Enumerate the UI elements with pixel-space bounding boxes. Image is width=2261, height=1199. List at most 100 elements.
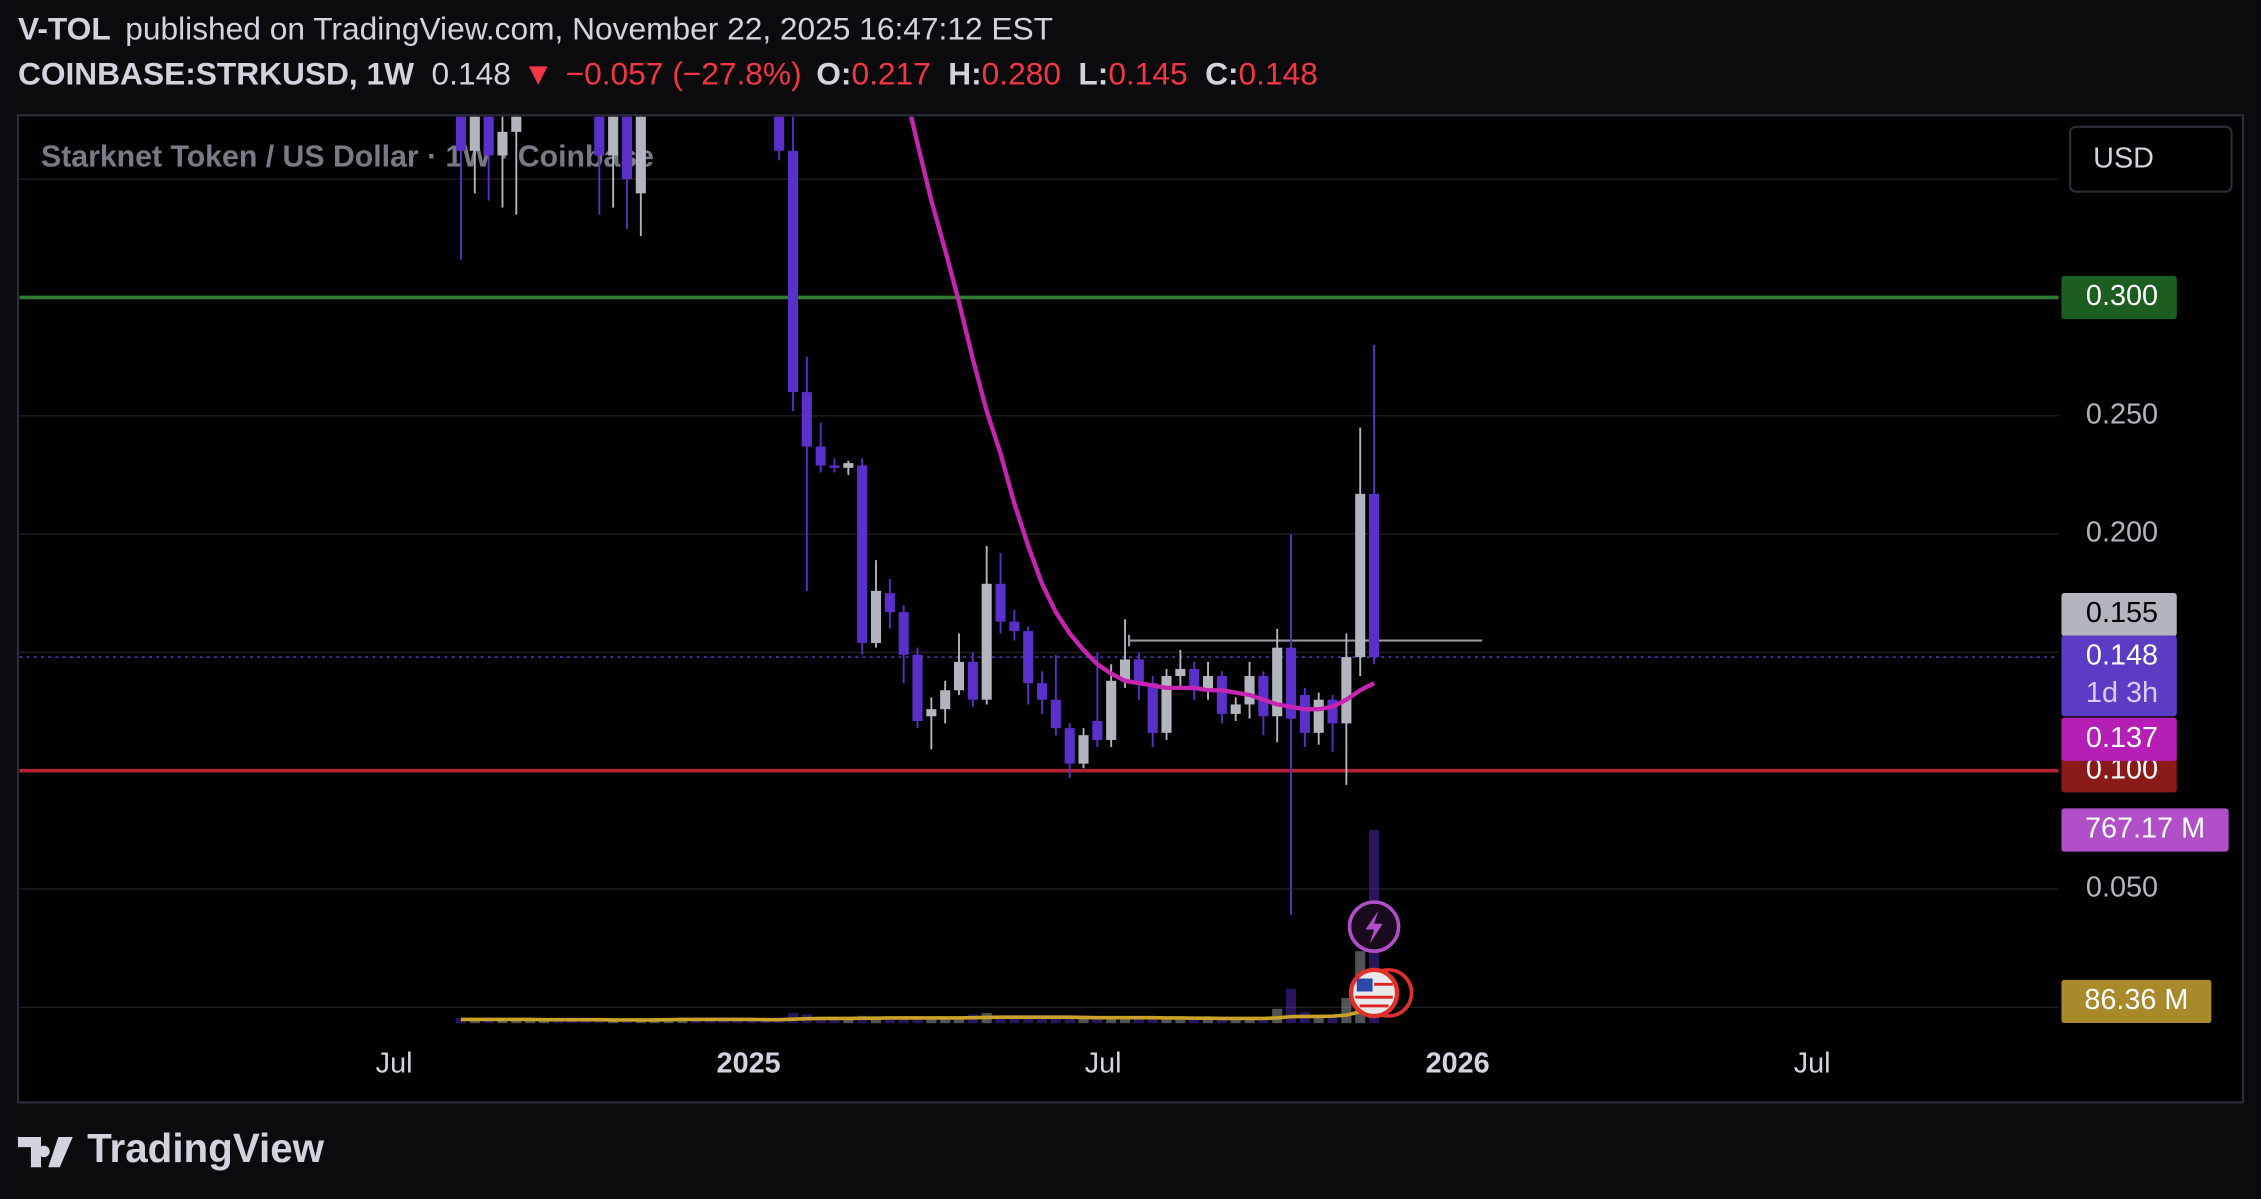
currency-button[interactable] (2069, 125, 2233, 193)
ohlc-value: 0.217 (851, 56, 930, 92)
volume-bar (732, 1019, 743, 1024)
candle-body (621, 116, 633, 180)
candle-body (926, 709, 937, 717)
volume-bar (1119, 1017, 1131, 1024)
candle-body (815, 446, 826, 466)
logo-text: TradingView (87, 1125, 325, 1171)
volume-bar (760, 1020, 771, 1024)
arrow: ▼ (523, 56, 554, 92)
ohlc-key: C: (1205, 56, 1238, 92)
volume-bar (511, 1019, 522, 1024)
volume-bar (1327, 1014, 1338, 1024)
candle-body (912, 654, 923, 722)
candle-body (1092, 721, 1103, 740)
ohlc-key: L: (1078, 56, 1108, 92)
lightning (1365, 910, 1383, 944)
ohlc-key: O: (816, 56, 851, 92)
volume-bar (1244, 1017, 1255, 1024)
symbol-line: COINBASE:STRKUSD, 1W 0.148 ▼ −0.057 (−27… (18, 56, 1318, 92)
chart-legend: Starknet Token / US Dollar · 1W · Coinba… (41, 141, 654, 174)
candle-body (1078, 735, 1089, 764)
volume-bar (1230, 1018, 1241, 1024)
volume-bar (1023, 1018, 1034, 1024)
y-tick-label: 0.200 (2086, 517, 2158, 549)
volume-bar (525, 1019, 536, 1024)
x-tick-label: Jul (1085, 1048, 1122, 1080)
volume-bar (1092, 1018, 1103, 1024)
volume-bar (1147, 1018, 1158, 1024)
countdown: 1d 3h (2086, 677, 2158, 709)
candle-body (1189, 668, 1200, 691)
symbol: COINBASE:STRKUSD, 1W (18, 56, 414, 92)
candle-body (511, 116, 522, 132)
volume-bar (1036, 1017, 1048, 1024)
event-icons (1347, 900, 1414, 1019)
y-tick-label: 0.050 (2086, 872, 2158, 904)
flag-icon[interactable] (1348, 967, 1400, 1019)
candle-body (1272, 647, 1283, 717)
y-tick-label: 0.250 (2086, 398, 2158, 430)
ema-line (908, 116, 1376, 712)
candle-body (940, 690, 951, 710)
volume-tag: 767.17 M (2085, 813, 2205, 845)
candle-body (801, 392, 812, 447)
candle-body (857, 465, 868, 643)
volume-bar (829, 1019, 840, 1024)
candle-body (1064, 728, 1075, 764)
volume-tag: 86.36 M (2084, 984, 2188, 1016)
volume-bar (746, 1019, 757, 1024)
candle-body (1230, 704, 1241, 714)
candle-body (1244, 676, 1255, 705)
volume-bar (953, 1019, 965, 1024)
volume-bar (1202, 1019, 1214, 1024)
candle-body (1050, 699, 1061, 729)
candle-body (469, 116, 480, 151)
volume-bar (1161, 1019, 1172, 1024)
candle-body (1009, 621, 1020, 632)
candle-body (967, 661, 978, 700)
volume-bar (621, 1020, 633, 1024)
candle-body (1147, 683, 1158, 733)
volume-bar (1313, 1015, 1324, 1024)
price-line-tag-bg (2061, 275, 2177, 320)
candle-body (1175, 668, 1186, 677)
candle-body (594, 116, 605, 156)
volume-bar (1189, 1018, 1200, 1024)
published: published on TradingView.com, November 2… (125, 11, 1053, 47)
candle-body (1133, 659, 1144, 684)
candle-body (774, 116, 785, 151)
chart-frame (16, 114, 2245, 1104)
candle-body (1036, 683, 1048, 700)
candle-body (608, 116, 619, 156)
x-tick-label: 2026 (1426, 1048, 1490, 1080)
candle-body (981, 583, 992, 700)
author: V-TOL (18, 11, 111, 47)
volume-bar (1133, 1018, 1144, 1024)
ohlc-value: 0.280 (982, 56, 1061, 92)
volume-bar (1106, 1016, 1117, 1024)
candle-body (1258, 676, 1269, 717)
candle-body (1341, 657, 1352, 724)
volume-bar (1078, 1018, 1089, 1024)
candle-body (635, 116, 646, 194)
volume-tag-bg (2061, 979, 2212, 1024)
candle-body (1216, 676, 1227, 714)
volume-bar (884, 1018, 895, 1024)
candle-body (787, 150, 799, 393)
candle-body (884, 593, 895, 613)
candle-body (898, 612, 909, 655)
last-price: 0.148 (432, 56, 511, 92)
candle-body (829, 465, 840, 468)
volume-tag-bg (2061, 808, 2229, 852)
ohlc-key: H: (948, 56, 981, 92)
volume-bar (1285, 988, 1297, 1024)
candle-body (1355, 493, 1366, 658)
candle-body (1023, 631, 1034, 684)
volume-bar (843, 1019, 854, 1024)
logo-mark (17, 1137, 73, 1168)
candle-body (953, 661, 965, 691)
ema-tag: 0.137 (2086, 722, 2158, 754)
candle-body (843, 463, 854, 468)
volume-bar (926, 1018, 937, 1024)
